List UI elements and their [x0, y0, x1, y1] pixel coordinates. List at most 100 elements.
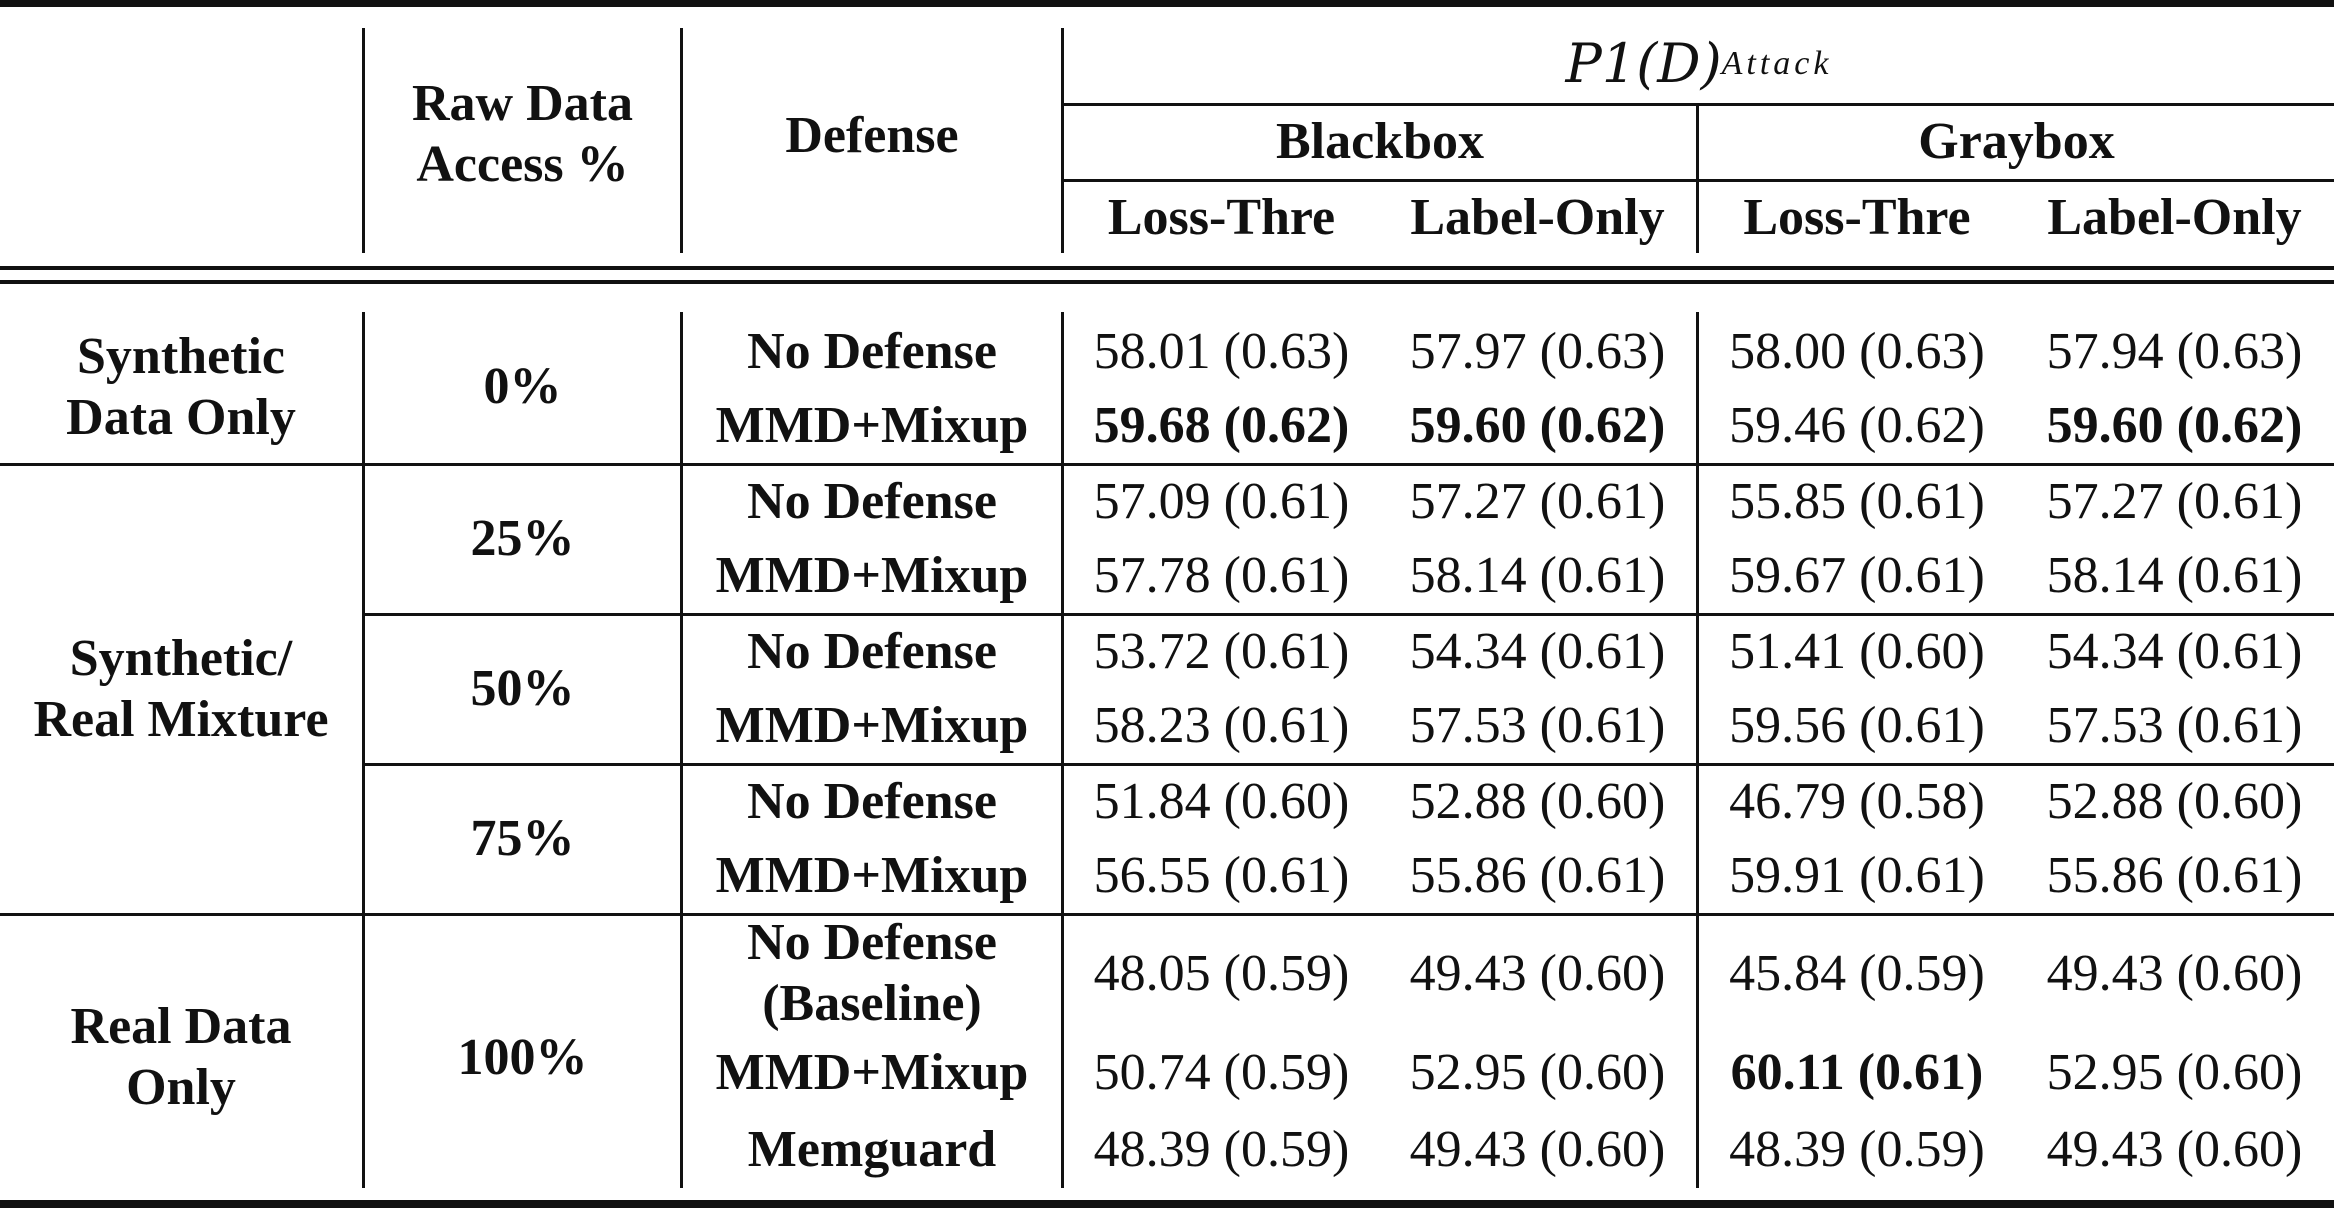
header-blackbox: Blackbox [1275, 112, 1485, 170]
value-cell: 52.95 (0.60) [1409, 1043, 1666, 1101]
header-attack: P1(D) Attack [1064, 28, 2334, 100]
value-cell: 59.67 (0.61) [1729, 546, 1985, 604]
header-raw-access-line-2: Access % [416, 136, 629, 193]
value-cell: 57.94 (0.63) [2046, 322, 2303, 380]
value-cell: 59.46 (0.62) [1729, 396, 1985, 454]
header-col-gb-label: Label-Only [2047, 188, 2302, 246]
defense-label: MMD+Mixup [715, 396, 1029, 454]
value-cell: 57.53 (0.61) [2046, 696, 2303, 754]
defense-label: No Defense [747, 322, 997, 380]
defense-label-line-2: (Baseline) [762, 975, 982, 1032]
value-cell: 58.23 (0.61) [1093, 696, 1350, 754]
value-cell: 51.84 (0.60) [1093, 772, 1350, 830]
value-cell: 55.86 (0.61) [1409, 846, 1666, 904]
defense-label: No Defense (Baseline) [683, 914, 1061, 1032]
attack-rule [1062, 103, 2334, 106]
value-cell: 50.74 (0.59) [1093, 1043, 1350, 1101]
value-cell: 59.60 (0.62) [1409, 396, 1666, 454]
header-double-rule-2 [0, 280, 2334, 284]
header-col-bb-label: Label-Only [1410, 188, 1665, 246]
col-rule-3-header [1061, 28, 1064, 253]
col-rule-4-body [1696, 312, 1699, 1188]
defense-label: MMD+Mixup [715, 846, 1029, 904]
value-cell: 58.14 (0.61) [2046, 546, 2303, 604]
access-0: 0% [483, 358, 562, 416]
value-cell: 55.86 (0.61) [2046, 846, 2303, 904]
header-col-gb-loss: Loss-Thre [1743, 188, 1971, 246]
col-rule-1-body [362, 312, 365, 1188]
value-cell: 53.72 (0.61) [1093, 622, 1350, 680]
group-label-mixture: Synthetic/Real Mixture [0, 466, 362, 913]
col-rule-4-header [1696, 106, 1699, 253]
header-col-bb-loss: Loss-Thre [1107, 188, 1336, 246]
defense-label-line-1: No Defense [747, 914, 997, 972]
value-cell: 59.60 (0.62) [2046, 396, 2303, 454]
value-cell: 48.39 (0.59) [1093, 1120, 1350, 1178]
value-cell: 57.97 (0.63) [1409, 322, 1666, 380]
value-cell: 58.01 (0.63) [1093, 322, 1350, 380]
group-rule-1 [0, 463, 2334, 466]
value-cell: 57.27 (0.61) [1409, 472, 1666, 530]
value-cell: 49.43 (0.60) [1409, 944, 1666, 1002]
value-cell: 57.53 (0.61) [1409, 696, 1666, 754]
col-rule-2-header [680, 28, 683, 253]
value-cell: 58.00 (0.63) [1729, 322, 1985, 380]
access-rule-50 [363, 763, 2334, 766]
group-label-synthetic-only: Synthetic Data Only [0, 312, 362, 463]
value-cell: 56.55 (0.61) [1093, 846, 1350, 904]
defense-label: MMD+Mixup [715, 1043, 1029, 1101]
bottom-rule [0, 1200, 2334, 1208]
group-label-real-only: Real Data Only [0, 916, 362, 1200]
header-raw-access: Raw Data Access % [365, 70, 680, 200]
defense-label: No Defense [747, 472, 997, 530]
header-defense: Defense [785, 106, 959, 164]
header-raw-access-line-1: Raw Data [412, 75, 633, 133]
value-cell: 54.34 (0.61) [2046, 622, 2303, 680]
access-rule-25 [363, 613, 2334, 616]
value-cell: 57.27 (0.61) [2046, 472, 2303, 530]
group-label-line-1: Real Data [70, 998, 292, 1056]
value-cell: 49.43 (0.60) [2046, 1120, 2303, 1178]
value-cell: 57.78 (0.61) [1093, 546, 1350, 604]
value-cell: 48.05 (0.59) [1093, 944, 1350, 1002]
value-cell: 46.79 (0.58) [1729, 772, 1985, 830]
group-label-line-1: Synthetic [77, 327, 285, 385]
access-100: 100% [457, 1028, 588, 1086]
value-cell: 57.09 (0.61) [1093, 472, 1350, 530]
value-cell: 52.95 (0.60) [2046, 1043, 2303, 1101]
access-50: 50% [470, 660, 575, 718]
top-rule [0, 0, 2334, 7]
value-cell: 60.11 (0.61) [1730, 1043, 1984, 1101]
value-cell: 52.88 (0.60) [2046, 772, 2303, 830]
defense-label: MMD+Mixup [715, 696, 1029, 754]
defense-label: No Defense [747, 622, 997, 680]
access-75: 75% [470, 810, 575, 868]
value-cell: 59.91 (0.61) [1729, 846, 1985, 904]
group-label-line-2: Real Mixture [33, 690, 329, 748]
value-cell: 55.85 (0.61) [1729, 472, 1985, 530]
value-cell: 54.34 (0.61) [1409, 622, 1666, 680]
header-double-rule-1 [0, 266, 2334, 270]
defense-label: Memguard [747, 1120, 997, 1178]
header-attack-main: P1(D) [1565, 32, 1722, 96]
value-cell: 52.88 (0.60) [1409, 772, 1666, 830]
group-rule-2 [0, 913, 2334, 916]
group-label-line-2: Only [126, 1059, 236, 1116]
value-cell: 59.68 (0.62) [1093, 396, 1350, 454]
value-cell: 49.43 (0.60) [2046, 944, 2303, 1002]
col-rule-1-header [362, 28, 365, 253]
col-rule-3-body [1061, 312, 1064, 1188]
defense-label: MMD+Mixup [715, 546, 1029, 604]
value-cell: 49.43 (0.60) [1409, 1120, 1666, 1178]
col-rule-2-body [680, 312, 683, 1188]
header-graybox: Graybox [1918, 112, 2115, 170]
access-25: 25% [470, 510, 575, 568]
value-cell: 48.39 (0.59) [1729, 1120, 1985, 1178]
value-cell: 45.84 (0.59) [1729, 944, 1985, 1002]
value-cell: 59.56 (0.61) [1729, 696, 1985, 754]
group-label-line-2: Data Only [66, 388, 296, 446]
value-cell: 51.41 (0.60) [1729, 622, 1985, 680]
header-attack-subscript: Attack [1721, 45, 1833, 83]
value-cell: 58.14 (0.61) [1409, 546, 1666, 604]
defense-label: No Defense [747, 772, 997, 830]
